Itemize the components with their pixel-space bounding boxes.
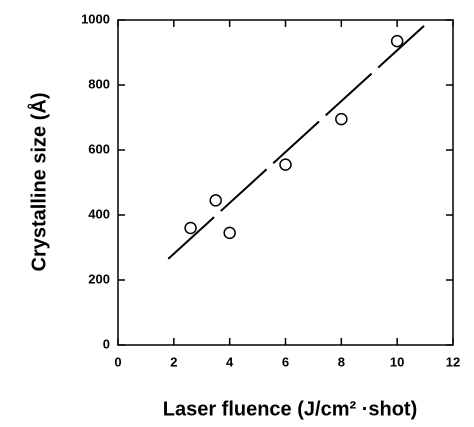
- x-axis-title: Laser fluence (J/cm² ·shot): [163, 398, 418, 420]
- x-tick-label: 8: [338, 354, 345, 369]
- x-tick-label: 10: [390, 354, 404, 369]
- fit-line: [167, 24, 426, 260]
- data-point: [223, 226, 236, 240]
- y-tick-label: 600: [88, 141, 110, 156]
- y-tick-label: 200: [88, 271, 110, 286]
- y-tick-label: 0: [103, 336, 110, 351]
- data-point: [390, 34, 404, 48]
- x-tick-label: 6: [282, 354, 289, 369]
- y-tick-label: 400: [88, 206, 110, 221]
- data-point: [184, 221, 197, 235]
- x-tick-label: 2: [170, 354, 177, 369]
- y-tick-label: 1000: [81, 11, 110, 26]
- x-tick-label: 4: [226, 354, 234, 369]
- y-axis-title: Crystalline size (Å): [26, 93, 50, 272]
- x-tick-label: 12: [446, 354, 460, 369]
- data-point: [209, 194, 222, 207]
- data-point: [335, 112, 348, 126]
- x-tick-label: 0: [114, 354, 121, 369]
- y-tick-label: 800: [88, 76, 110, 91]
- plot-frame: [117, 19, 454, 346]
- data-point: [279, 158, 292, 171]
